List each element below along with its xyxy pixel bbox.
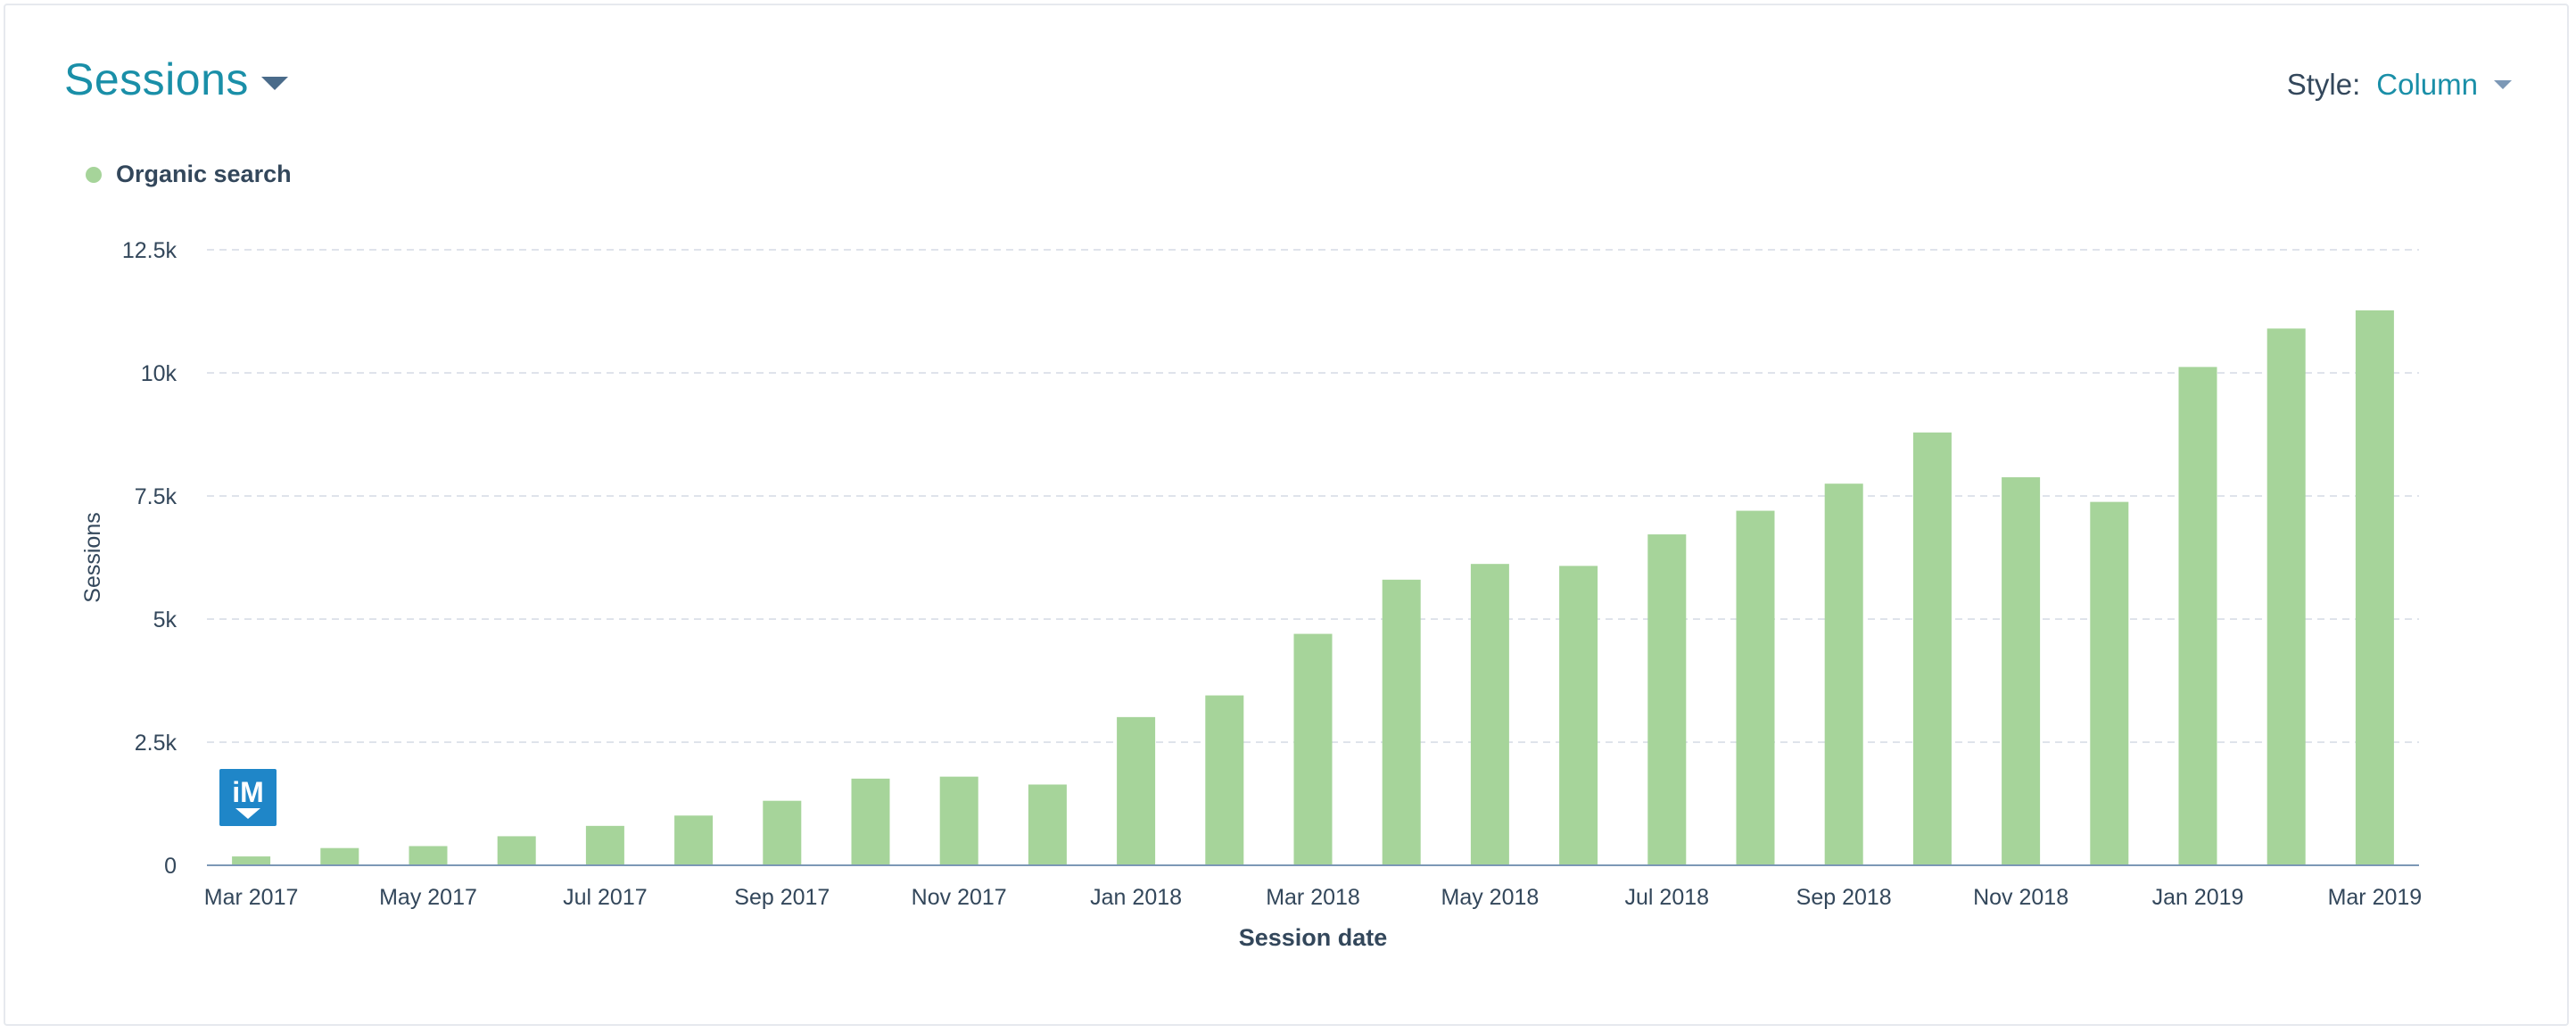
x-tick-label: Jan 2018 — [1090, 885, 1182, 910]
y-tick-labels: 0 2.5k 5k 7.5k 10k 12.5k — [122, 238, 178, 879]
bar[interactable] — [2090, 501, 2129, 865]
chevron-down-icon — [260, 76, 288, 90]
y-tick-label: 7.5k — [135, 484, 178, 509]
bar[interactable] — [851, 778, 890, 865]
chevron-down-icon — [2494, 80, 2512, 89]
brand-logo-text: iM — [232, 775, 264, 808]
x-tick-label: Mar 2017 — [204, 885, 299, 910]
bar[interactable] — [2355, 310, 2394, 865]
legend-marker — [86, 166, 102, 183]
bar[interactable] — [320, 847, 359, 865]
bar[interactable] — [674, 815, 714, 865]
bar[interactable] — [1293, 633, 1333, 865]
bar[interactable] — [409, 846, 448, 865]
bar[interactable] — [2266, 328, 2306, 865]
bar[interactable] — [1205, 695, 1244, 865]
bar[interactable] — [1559, 566, 1598, 865]
x-axis-title: Session date — [1239, 924, 1388, 951]
x-tick-label: May 2017 — [379, 885, 477, 910]
style-dropdown-value: Column — [2376, 68, 2478, 101]
x-tick-label: Mar 2018 — [1266, 885, 1360, 910]
bar[interactable] — [1028, 784, 1067, 865]
bar[interactable] — [1382, 579, 1421, 865]
y-tick-label: 10k — [141, 361, 178, 386]
x-tick-label: Nov 2018 — [1973, 885, 2068, 910]
x-tick-label: Jan 2019 — [2152, 885, 2244, 910]
bar[interactable] — [1470, 564, 1509, 865]
brand-logo: iM — [219, 769, 277, 826]
bar[interactable] — [232, 856, 271, 865]
y-tick-label: 12.5k — [122, 238, 178, 263]
bar[interactable] — [2178, 367, 2217, 866]
legend-label: Organic search — [116, 161, 292, 187]
bar[interactable] — [1647, 534, 1687, 865]
bar[interactable] — [1824, 483, 1863, 865]
x-tick-labels: Mar 2017 May 2017 Jul 2017 Sep 2017 Nov 2017… — [204, 885, 2422, 910]
x-tick-label: Nov 2017 — [912, 885, 1007, 910]
style-selector: Style: Column — [2287, 68, 2512, 102]
x-tick-label: Sep 2018 — [1796, 885, 1892, 910]
x-tick-label: Jul 2018 — [1625, 885, 1710, 910]
y-axis-title: Sessions — [80, 512, 105, 602]
x-tick-label: Mar 2019 — [2328, 885, 2423, 910]
report-title: Sessions — [64, 54, 249, 104]
style-dropdown[interactable]: Column — [2376, 68, 2512, 102]
bar[interactable] — [1736, 510, 1775, 865]
x-tick-label: Jul 2017 — [563, 885, 648, 910]
style-label: Style: — [2286, 68, 2361, 101]
bar[interactable] — [1912, 432, 1952, 865]
download-arrow-icon — [235, 808, 260, 819]
bar[interactable] — [1117, 716, 1156, 865]
bar[interactable] — [497, 836, 536, 865]
bar[interactable] — [2002, 477, 2041, 865]
y-tick-label: 2.5k — [135, 731, 178, 756]
x-tick-label: May 2018 — [1441, 885, 1540, 910]
x-tick-label: Sep 2017 — [734, 885, 830, 910]
y-tick-label: 0 — [164, 854, 177, 879]
report-title-dropdown[interactable]: Sessions — [64, 54, 288, 105]
bar[interactable] — [763, 800, 802, 865]
bar[interactable] — [939, 776, 978, 865]
y-tick-label: 5k — [153, 607, 178, 632]
bar[interactable] — [585, 825, 624, 865]
bars — [232, 310, 2394, 866]
legend[interactable]: Organic search — [86, 161, 292, 188]
